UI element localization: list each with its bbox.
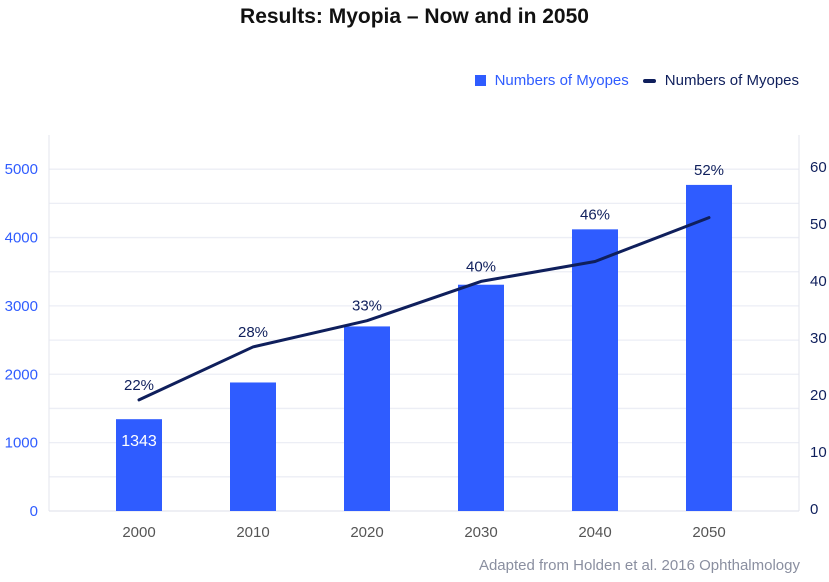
bar	[686, 184, 732, 511]
x-tick-label: 2050	[692, 524, 725, 541]
left-tick-label: 0	[30, 503, 38, 520]
right-tick-label: 0	[810, 501, 818, 518]
bar	[116, 419, 162, 511]
x-tick-label: 2030	[464, 524, 497, 541]
bar	[230, 382, 276, 511]
line-data-label: 22%	[124, 377, 154, 394]
right-tick-label: 60	[810, 159, 827, 176]
left-tick-label: 2000	[5, 366, 38, 383]
right-tick-label: 30	[810, 330, 827, 347]
line-data-label: 33%	[352, 298, 382, 315]
right-tick-label: 10	[810, 444, 827, 461]
right-tick-label: 40	[810, 273, 827, 290]
bar	[458, 284, 504, 511]
x-tick-label: 2010	[236, 524, 269, 541]
line-data-label: 52%	[694, 162, 724, 179]
right-tick-label: 50	[810, 216, 827, 233]
x-tick-label: 2040	[578, 524, 611, 541]
line-data-label: 46%	[580, 206, 610, 223]
line-data-label: 40%	[466, 258, 496, 275]
x-tick-label: 2020	[350, 524, 383, 541]
x-tick-label: 2000	[122, 524, 155, 541]
legend-bar-label: Numbers of Myopes	[494, 72, 629, 89]
left-tick-label: 3000	[5, 298, 38, 315]
left-tick-label: 4000	[5, 230, 38, 247]
chart-title: Results: Myopia – Now and in 2050	[240, 5, 589, 28]
line-series	[137, 216, 711, 402]
left-tick-label: 5000	[5, 161, 38, 178]
line-data-label: 28%	[238, 324, 268, 341]
source-credit: Adapted from Holden et al. 2016 Ophthalm…	[478, 557, 800, 574]
legend-line-label: Numbers of Myopes	[664, 72, 799, 89]
left-tick-label: 1000	[5, 435, 38, 452]
bar	[344, 326, 390, 511]
legend-line-swatch	[642, 78, 656, 83]
right-tick-label: 20	[810, 387, 827, 404]
bar	[572, 229, 618, 512]
legend-bar-swatch	[474, 75, 486, 86]
legend: Numbers of Myopes Numbers of Myopes	[474, 72, 799, 89]
bar-data-label: 1343	[121, 433, 157, 450]
